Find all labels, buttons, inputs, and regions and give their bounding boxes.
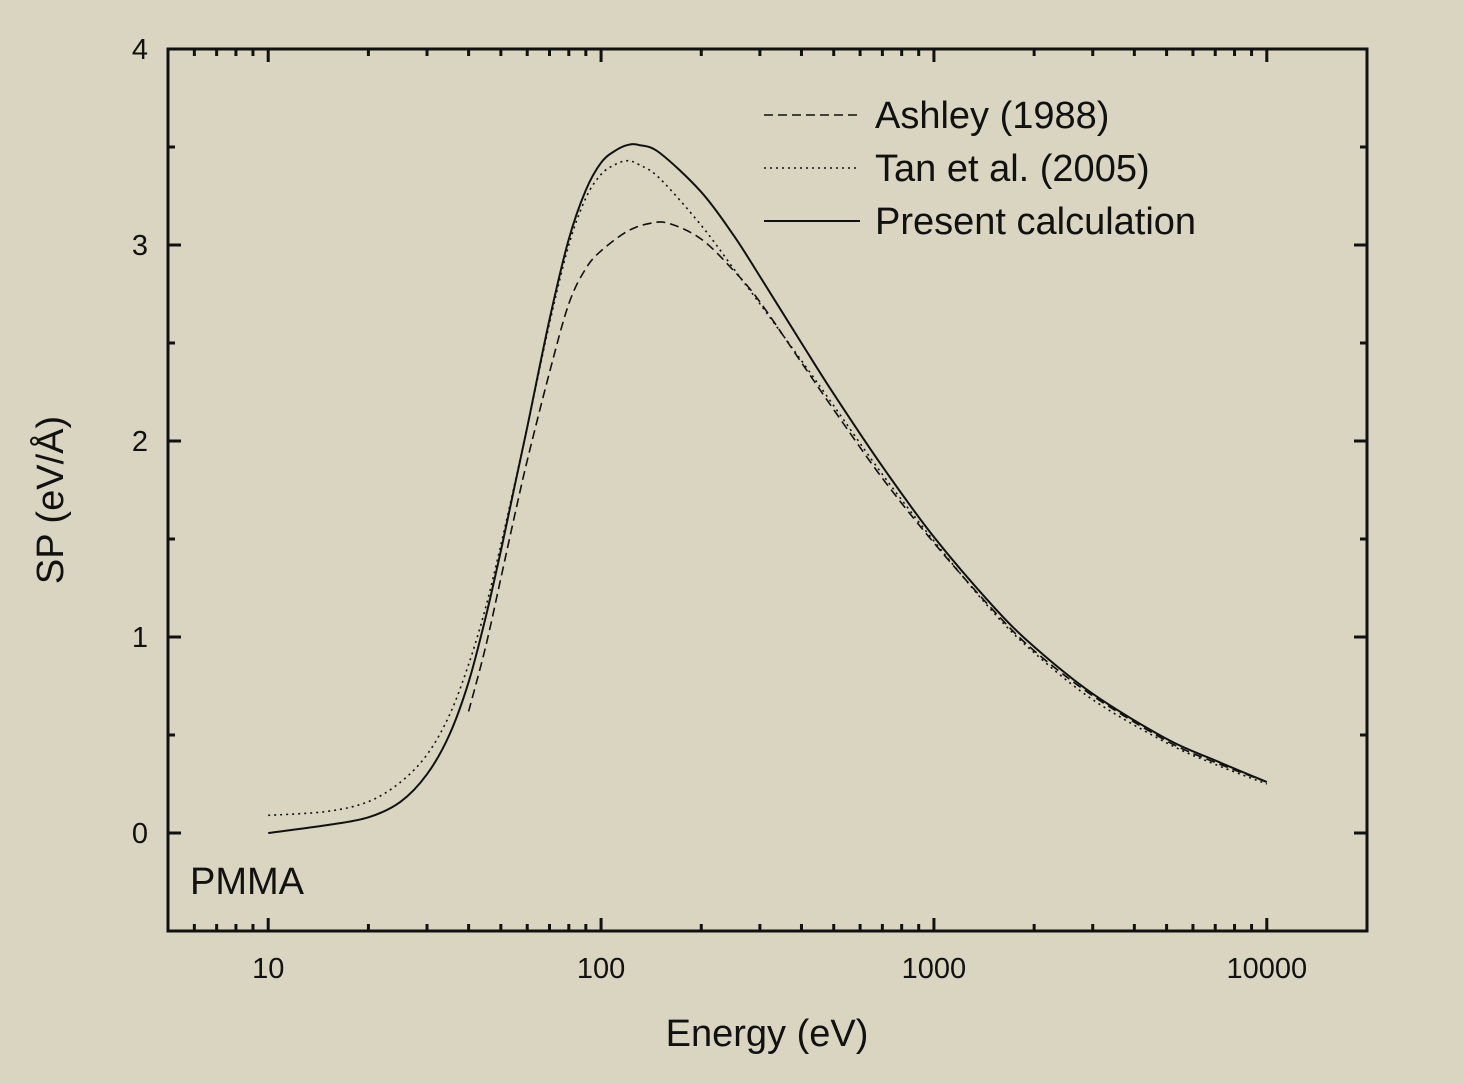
y-tick-label: 3: [132, 230, 148, 262]
legend: Ashley (1988) Tan et al. (2005) Present ca…: [764, 95, 1196, 243]
legend-label-1: Tan et al. (2005): [875, 148, 1150, 190]
series-lines: [268, 143, 1268, 834]
series-line-0: [467, 221, 1268, 783]
axis-tick-labels: 10 100 1000 10000 0 1 2 3 4: [132, 34, 1307, 985]
legend-label-0: Ashley (1988): [875, 95, 1109, 137]
x-axis-label: Energy (eV): [666, 1013, 869, 1055]
plot-frame: [166, 47, 1369, 933]
series-line-2: [268, 143, 1268, 834]
y-axis-label: SP (eV/Å): [28, 416, 72, 584]
x-tick-label: 1000: [902, 953, 967, 985]
plot-background: [168, 49, 1367, 931]
series-line-1: [268, 159, 1268, 817]
x-tick-label: 100: [577, 953, 625, 985]
y-tick-label: 2: [132, 426, 148, 458]
x-tick-label: 10: [252, 953, 284, 985]
material-annotation: PMMA: [190, 861, 305, 903]
y-tick-label: 4: [132, 34, 148, 66]
x-tick-label: 10000: [1226, 953, 1307, 985]
y-tick-label: 0: [132, 818, 148, 850]
y-tick-label: 1: [132, 622, 148, 654]
legend-label-2: Present calculation: [875, 201, 1196, 243]
